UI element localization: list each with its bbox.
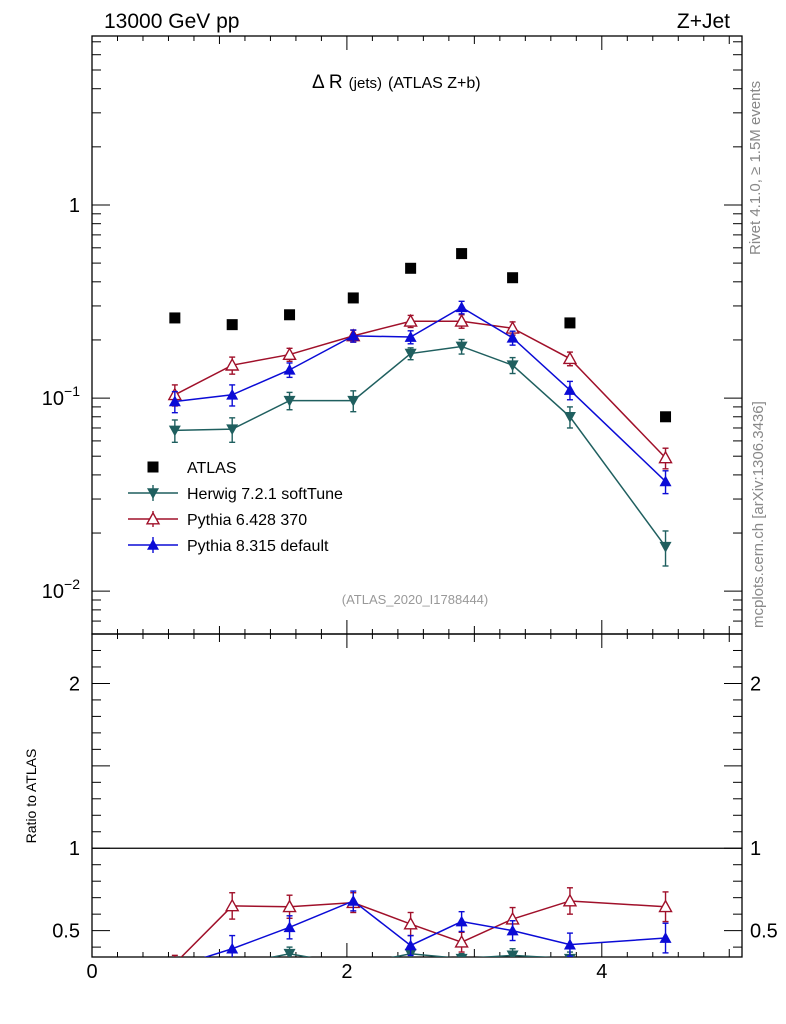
legend-marker-herwig-7-2-1-softtune [147, 488, 159, 499]
point-atlas [660, 411, 672, 423]
point-pythia-8-315-default [347, 329, 360, 341]
ratio-panel-frame [91, 633, 743, 958]
ratio-point-pythia-6-428-370 [174, 956, 176, 957]
point-atlas [564, 317, 576, 329]
ratio-error-bar-herwig-7-2-1-softtune [229, 959, 235, 972]
ratio-point-pythia-6-428-370 [282, 899, 297, 913]
legend-marker-pythia-8-315-default [147, 539, 159, 550]
rivet-label: Rivet 4.1.0, ≥ 1.5M events [747, 81, 764, 255]
legend-label-pythia-6-428-370: Pythia 6.428 370 [187, 512, 307, 529]
point-atlas [456, 248, 468, 260]
point-herwig-7-2-1-softtune [347, 395, 360, 407]
legend-label-herwig-7-2-1-softtune: Herwig 7.2.1 softTune [187, 486, 343, 503]
legend: ATLAS Herwig 7.2.1 softTune Pythia 6.428 3… [128, 460, 343, 555]
point-pythia-8-315-default [506, 331, 519, 343]
point-atlas [226, 319, 238, 331]
ratio-point-pythia-8-315-default [226, 942, 239, 954]
ratio-y-tick-label: 0.5 [52, 921, 80, 943]
ratio-point-pythia-6-428-370 [562, 893, 578, 907]
y-tick-label: 1 [69, 195, 80, 217]
point-pythia-6-428-370 [403, 313, 418, 327]
ratio-point-pythia-6-428-370 [454, 934, 469, 948]
ratio-point-pythia-8-315-default [169, 961, 181, 972]
ratio-point-pythia-6-428-370 [658, 899, 673, 913]
point-pythia-6-428-370 [225, 357, 240, 371]
ratio-point-pythia-8-315-default [283, 921, 296, 933]
point-herwig-7-2-1-softtune [168, 425, 181, 437]
energy-label: 13000 GeV pp [104, 10, 239, 33]
point-pythia-6-428-370 [658, 450, 673, 464]
point-pythia-8-315-default [563, 384, 576, 395]
ratio-point-pythia-8-315-default [455, 915, 468, 927]
point-pythia-6-428-370 [562, 351, 578, 365]
ratio-point-pythia-6-428-370 [403, 916, 418, 930]
ratio-y-tick-label: 1 [69, 838, 80, 860]
point-pythia-6-428-370 [282, 347, 297, 361]
ratio-series-layer [169, 887, 673, 986]
point-herwig-7-2-1-softtune [404, 348, 417, 360]
ratio-point-pythia-8-315-default [563, 938, 576, 950]
point-pythia-6-428-370 [454, 313, 469, 327]
y-tick-label: 10−1 [42, 383, 80, 410]
analysis-id: (ATLAS_2020_I1788444) [342, 592, 488, 607]
ratio-error-bar-pythia-8-315-default [172, 959, 178, 975]
ratio-point-herwig-7-2-1-softtune [169, 965, 181, 976]
point-pythia-8-315-default [168, 395, 181, 407]
process-label: Z+Jet [677, 10, 730, 33]
point-herwig-7-2-1-softtune [283, 395, 296, 407]
point-pythia-8-315-default [226, 388, 239, 400]
main-series-layer [167, 248, 673, 567]
ratio-y-tick-label-right: 0.5 [750, 921, 778, 943]
ratio-error-bar-pythia-6-428-370 [171, 954, 178, 957]
point-atlas [347, 292, 359, 304]
point-atlas [169, 312, 181, 324]
ratio-y-tick-label-right: 2 [750, 673, 761, 695]
point-pythia-8-315-default [283, 363, 296, 375]
x-tick-label: 0 [86, 961, 97, 983]
point-herwig-7-2-1-softtune [506, 360, 519, 372]
x-tick-label: 4 [596, 961, 607, 983]
source-label: mcplots.cern.ch [arXiv:1306.3436] [750, 401, 767, 628]
legend-marker-pythia-6-428-370 [145, 511, 161, 525]
series-line-pythia-8-315-default [174, 306, 667, 482]
ratio-point-pythia-8-315-default [347, 894, 360, 906]
ratio-point-pythia-8-315-default [506, 924, 519, 936]
point-herwig-7-2-1-softtune [659, 541, 672, 553]
point-herwig-7-2-1-softtune [455, 341, 468, 353]
point-atlas [405, 262, 417, 274]
ratio-y-tick-label: 2 [69, 673, 80, 695]
point-pythia-8-315-default [404, 331, 417, 342]
ratio-axis-label: Ratio to ATLAS [23, 749, 39, 844]
point-pythia-8-315-default [659, 475, 672, 487]
tick-labels: 0 2 4 1 10−1 10−2 0.5 0.5 1 1 2 2 [42, 195, 778, 983]
point-herwig-7-2-1-softtune [563, 411, 576, 423]
ratio-point-herwig-7-2-1-softtune [660, 974, 672, 985]
ratio-point-herwig-7-2-1-softtune [226, 960, 238, 971]
ratio-point-pythia-8-315-default [404, 939, 417, 951]
legend-marker-atlas [147, 461, 159, 473]
x-tick-label: 2 [341, 961, 352, 983]
ratio-point-pythia-6-428-370 [225, 898, 240, 912]
y-tick-label: 10−2 [42, 576, 80, 603]
legend-label-atlas: ATLAS [187, 460, 237, 477]
ratio-point-herwig-7-2-1-softtune [506, 950, 519, 957]
legend-label-pythia-8-315-default: Pythia 8.315 default [187, 538, 329, 555]
point-atlas [284, 309, 296, 321]
ratio-error-bar-herwig-7-2-1-softtune [663, 970, 669, 986]
ratio-point-pythia-8-315-default [659, 932, 672, 943]
series-line-pythia-6-428-370 [174, 320, 667, 459]
point-pythia-8-315-default [455, 301, 468, 313]
ratio-point-herwig-7-2-1-softtune [455, 953, 468, 957]
ratio-error-bar-herwig-7-2-1-softtune [172, 964, 178, 977]
point-atlas [507, 272, 519, 284]
ratio-y-tick-label-right: 1 [750, 838, 761, 860]
point-herwig-7-2-1-softtune [226, 424, 239, 436]
chart-title: Δ R (jets) (ATLAS Z+b) [312, 72, 481, 93]
ratio-point-herwig-7-2-1-softtune [283, 948, 296, 957]
